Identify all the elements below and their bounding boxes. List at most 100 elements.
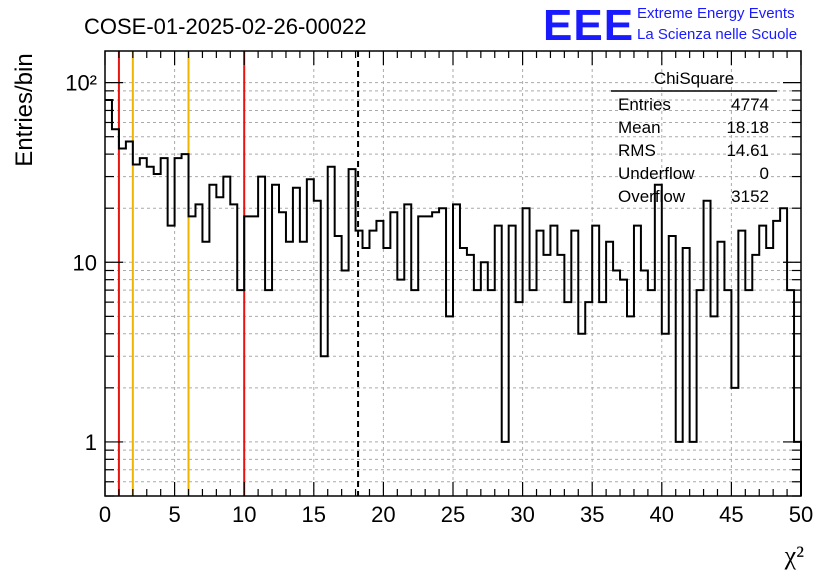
histogram-bin xyxy=(425,216,432,496)
histogram-bin xyxy=(390,212,397,496)
y-tick-label: 1 xyxy=(85,430,97,455)
chart-title: COSE-01-2025-02-26-00022 xyxy=(84,14,367,39)
x-axis-label: χ² xyxy=(784,541,805,570)
x-tick-label: 40 xyxy=(650,502,674,527)
y-tick-label: 10 xyxy=(73,250,97,275)
histogram-bin xyxy=(724,290,731,496)
histogram-bin xyxy=(446,316,453,496)
histogram-bin xyxy=(404,204,411,496)
histogram-bin xyxy=(530,290,537,496)
histogram-bin xyxy=(571,231,578,496)
stats-value-underflow: 0 xyxy=(760,164,769,183)
histogram-bin xyxy=(648,290,655,496)
histogram-bin xyxy=(641,270,648,496)
histogram-line xyxy=(105,99,802,496)
histogram-bin xyxy=(126,142,133,496)
histogram-bin xyxy=(293,188,300,496)
stats-title: ChiSquare xyxy=(654,69,734,88)
histogram-bin xyxy=(154,174,161,496)
stats-label-rms: RMS xyxy=(618,141,656,160)
histogram-bin xyxy=(175,158,182,496)
org-name-line1: Extreme Energy Events xyxy=(637,5,795,22)
histogram-bin xyxy=(363,248,370,496)
stats-label-underflow: Underflow xyxy=(618,164,695,183)
x-tick-label: 10 xyxy=(232,502,256,527)
histogram-bin xyxy=(182,154,189,496)
histogram-bin xyxy=(766,248,773,496)
histogram-bin xyxy=(439,208,446,496)
histogram-bin xyxy=(369,231,376,496)
histogram-bin xyxy=(342,270,349,496)
histogram-bin xyxy=(599,302,606,496)
histogram-bin xyxy=(676,442,683,496)
histogram-bin xyxy=(230,204,237,496)
histogram-bin xyxy=(418,216,425,496)
histogram-bin xyxy=(161,158,168,496)
histogram-bin xyxy=(223,177,230,496)
stats-value-overflow: 3152 xyxy=(731,187,769,206)
histogram-bin xyxy=(780,208,787,496)
histogram-bin xyxy=(745,290,752,496)
stats-value-mean: 18.18 xyxy=(726,118,769,137)
histogram-bin xyxy=(557,255,564,496)
histogram-bin xyxy=(189,216,196,496)
histogram-bin xyxy=(669,236,676,496)
stats-label-overflow: Overflow xyxy=(618,187,686,206)
histogram-bin xyxy=(773,221,780,496)
histogram-bin xyxy=(314,201,321,496)
histogram-bin xyxy=(195,204,202,496)
histogram-bin xyxy=(711,316,718,496)
stats-label-entries: Entries xyxy=(618,95,671,114)
histogram-bin xyxy=(620,280,627,496)
histogram-bin xyxy=(349,169,356,496)
histogram-bin xyxy=(258,177,265,496)
histogram-bin xyxy=(509,226,516,496)
histogram-bin xyxy=(286,242,293,496)
histogram-bin xyxy=(738,231,745,496)
x-tick-label: 50 xyxy=(789,502,813,527)
x-tick-label: 45 xyxy=(719,502,743,527)
y-axis-label: Entries/bin xyxy=(11,53,38,166)
histogram-bin xyxy=(453,204,460,496)
histogram-bin xyxy=(662,334,669,496)
histogram-bin xyxy=(397,280,404,496)
histogram-bin xyxy=(105,100,112,496)
histogram-bin xyxy=(787,290,794,496)
histogram-bin xyxy=(752,255,759,496)
histogram-bin xyxy=(383,248,390,496)
stats-value-rms: 14.61 xyxy=(726,141,769,160)
histogram-bin xyxy=(523,208,530,496)
histogram-bin xyxy=(690,442,697,496)
histogram-bin xyxy=(147,167,154,496)
x-tick-label: 20 xyxy=(371,502,395,527)
histogram-bin xyxy=(202,242,209,496)
histogram-bin xyxy=(585,302,592,496)
histogram-bin xyxy=(460,248,467,496)
histogram-series xyxy=(105,99,802,496)
y-tick-label: 10² xyxy=(65,71,97,96)
histogram-bin xyxy=(634,226,641,496)
histogram-bin xyxy=(335,236,342,496)
x-tick-label: 25 xyxy=(441,502,465,527)
histogram-bin xyxy=(244,216,251,496)
histogram-bin xyxy=(537,231,544,496)
histogram-bin xyxy=(467,255,474,496)
histogram-bin xyxy=(133,165,140,496)
eee-logo: EEE xyxy=(543,1,633,50)
histogram-bin xyxy=(655,185,662,496)
stats-value-entries: 4774 xyxy=(731,95,769,114)
histogram-bin xyxy=(216,197,223,496)
x-tick-label: 5 xyxy=(168,502,180,527)
histogram-bin xyxy=(697,290,704,496)
histogram-bin xyxy=(502,442,509,496)
histogram-bin xyxy=(376,221,383,496)
axes: 0 5 10 15 20 25 30 35 40 45 50 1 10 10² xyxy=(65,50,813,527)
histogram-bin xyxy=(209,185,216,496)
histogram-bin xyxy=(592,226,599,496)
histogram-bin xyxy=(488,290,495,496)
histogram-bin xyxy=(140,158,147,496)
histogram-bin xyxy=(272,185,279,496)
x-tick-label: 0 xyxy=(99,502,111,527)
org-name-line2: La Scienza nelle Scuole xyxy=(637,26,797,43)
